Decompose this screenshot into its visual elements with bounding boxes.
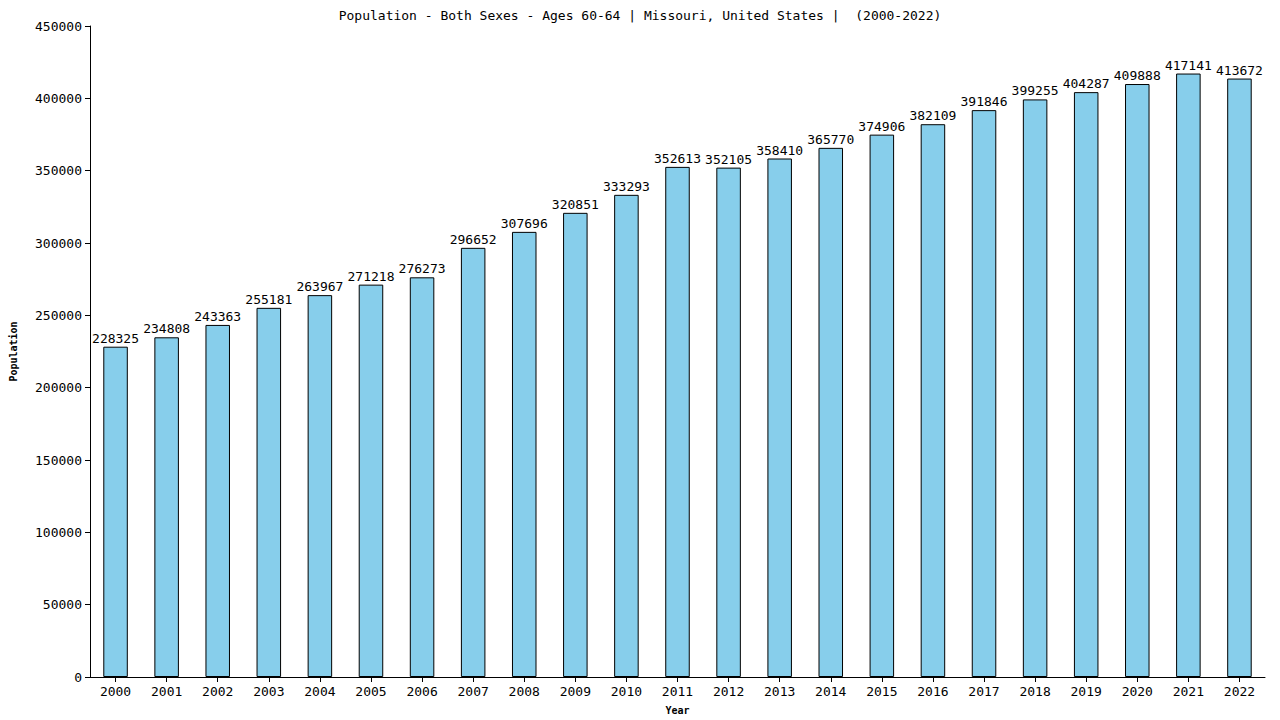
svg-text:2017: 2017 bbox=[968, 684, 999, 699]
svg-text:2005: 2005 bbox=[355, 684, 386, 699]
svg-text:2003: 2003 bbox=[253, 684, 284, 699]
svg-text:100000: 100000 bbox=[35, 525, 82, 540]
svg-text:417141: 417141 bbox=[1165, 58, 1212, 73]
svg-text:Population - Both Sexes - Ages: Population - Both Sexes - Ages 60-64 | M… bbox=[339, 8, 942, 23]
svg-text:2001: 2001 bbox=[151, 684, 182, 699]
svg-text:2008: 2008 bbox=[509, 684, 540, 699]
svg-text:2006: 2006 bbox=[406, 684, 437, 699]
svg-text:2016: 2016 bbox=[917, 684, 948, 699]
svg-text:276273: 276273 bbox=[399, 261, 446, 276]
svg-text:255181: 255181 bbox=[245, 292, 292, 307]
svg-text:2020: 2020 bbox=[1122, 684, 1153, 699]
svg-text:2000: 2000 bbox=[100, 684, 131, 699]
svg-text:2018: 2018 bbox=[1019, 684, 1050, 699]
svg-text:296652: 296652 bbox=[450, 232, 497, 247]
svg-text:Population: Population bbox=[8, 321, 19, 381]
svg-text:2002: 2002 bbox=[202, 684, 233, 699]
svg-text:2011: 2011 bbox=[662, 684, 693, 699]
svg-text:391846: 391846 bbox=[961, 94, 1008, 109]
svg-text:2012: 2012 bbox=[713, 684, 744, 699]
svg-text:409888: 409888 bbox=[1114, 68, 1161, 83]
svg-text:2022: 2022 bbox=[1224, 684, 1255, 699]
svg-text:365770: 365770 bbox=[807, 132, 854, 147]
svg-text:333293: 333293 bbox=[603, 179, 650, 194]
svg-text:2009: 2009 bbox=[560, 684, 591, 699]
svg-text:271218: 271218 bbox=[347, 269, 394, 284]
svg-text:358410: 358410 bbox=[756, 143, 803, 158]
svg-text:350000: 350000 bbox=[35, 163, 82, 178]
svg-text:2010: 2010 bbox=[611, 684, 642, 699]
svg-text:450000: 450000 bbox=[35, 19, 82, 34]
svg-text:2007: 2007 bbox=[457, 684, 488, 699]
svg-text:250000: 250000 bbox=[35, 308, 82, 323]
svg-text:228325: 228325 bbox=[92, 331, 139, 346]
svg-text:50000: 50000 bbox=[43, 597, 82, 612]
svg-text:150000: 150000 bbox=[35, 453, 82, 468]
svg-text:352105: 352105 bbox=[705, 152, 752, 167]
svg-text:399255: 399255 bbox=[1012, 83, 1059, 98]
svg-text:2014: 2014 bbox=[815, 684, 846, 699]
svg-text:382109: 382109 bbox=[909, 108, 956, 123]
svg-text:352613: 352613 bbox=[654, 151, 701, 166]
svg-text:374906: 374906 bbox=[858, 119, 905, 134]
svg-text:234808: 234808 bbox=[143, 321, 190, 336]
svg-text:243363: 243363 bbox=[194, 309, 241, 324]
svg-text:300000: 300000 bbox=[35, 236, 82, 251]
svg-text:404287: 404287 bbox=[1063, 76, 1110, 91]
svg-text:320851: 320851 bbox=[552, 197, 599, 212]
svg-text:2004: 2004 bbox=[304, 684, 335, 699]
svg-text:307696: 307696 bbox=[501, 216, 548, 231]
svg-text:2021: 2021 bbox=[1173, 684, 1204, 699]
svg-text:200000: 200000 bbox=[35, 380, 82, 395]
svg-text:2019: 2019 bbox=[1071, 684, 1102, 699]
svg-text:0: 0 bbox=[74, 670, 82, 685]
svg-text:2013: 2013 bbox=[764, 684, 795, 699]
svg-text:400000: 400000 bbox=[35, 91, 82, 106]
svg-text:413672: 413672 bbox=[1216, 63, 1263, 78]
svg-text:Year: Year bbox=[665, 705, 689, 716]
svg-text:263967: 263967 bbox=[296, 279, 343, 294]
svg-text:2015: 2015 bbox=[866, 684, 897, 699]
